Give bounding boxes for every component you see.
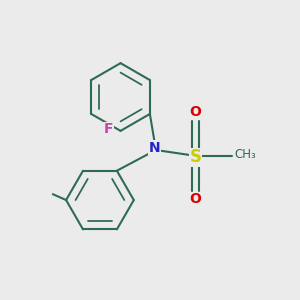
Text: F: F bbox=[103, 122, 113, 136]
Text: N: N bbox=[148, 141, 160, 154]
Text: O: O bbox=[190, 105, 202, 119]
Text: O: O bbox=[190, 193, 202, 206]
Text: S: S bbox=[190, 148, 202, 166]
Text: CH₃: CH₃ bbox=[235, 148, 256, 161]
